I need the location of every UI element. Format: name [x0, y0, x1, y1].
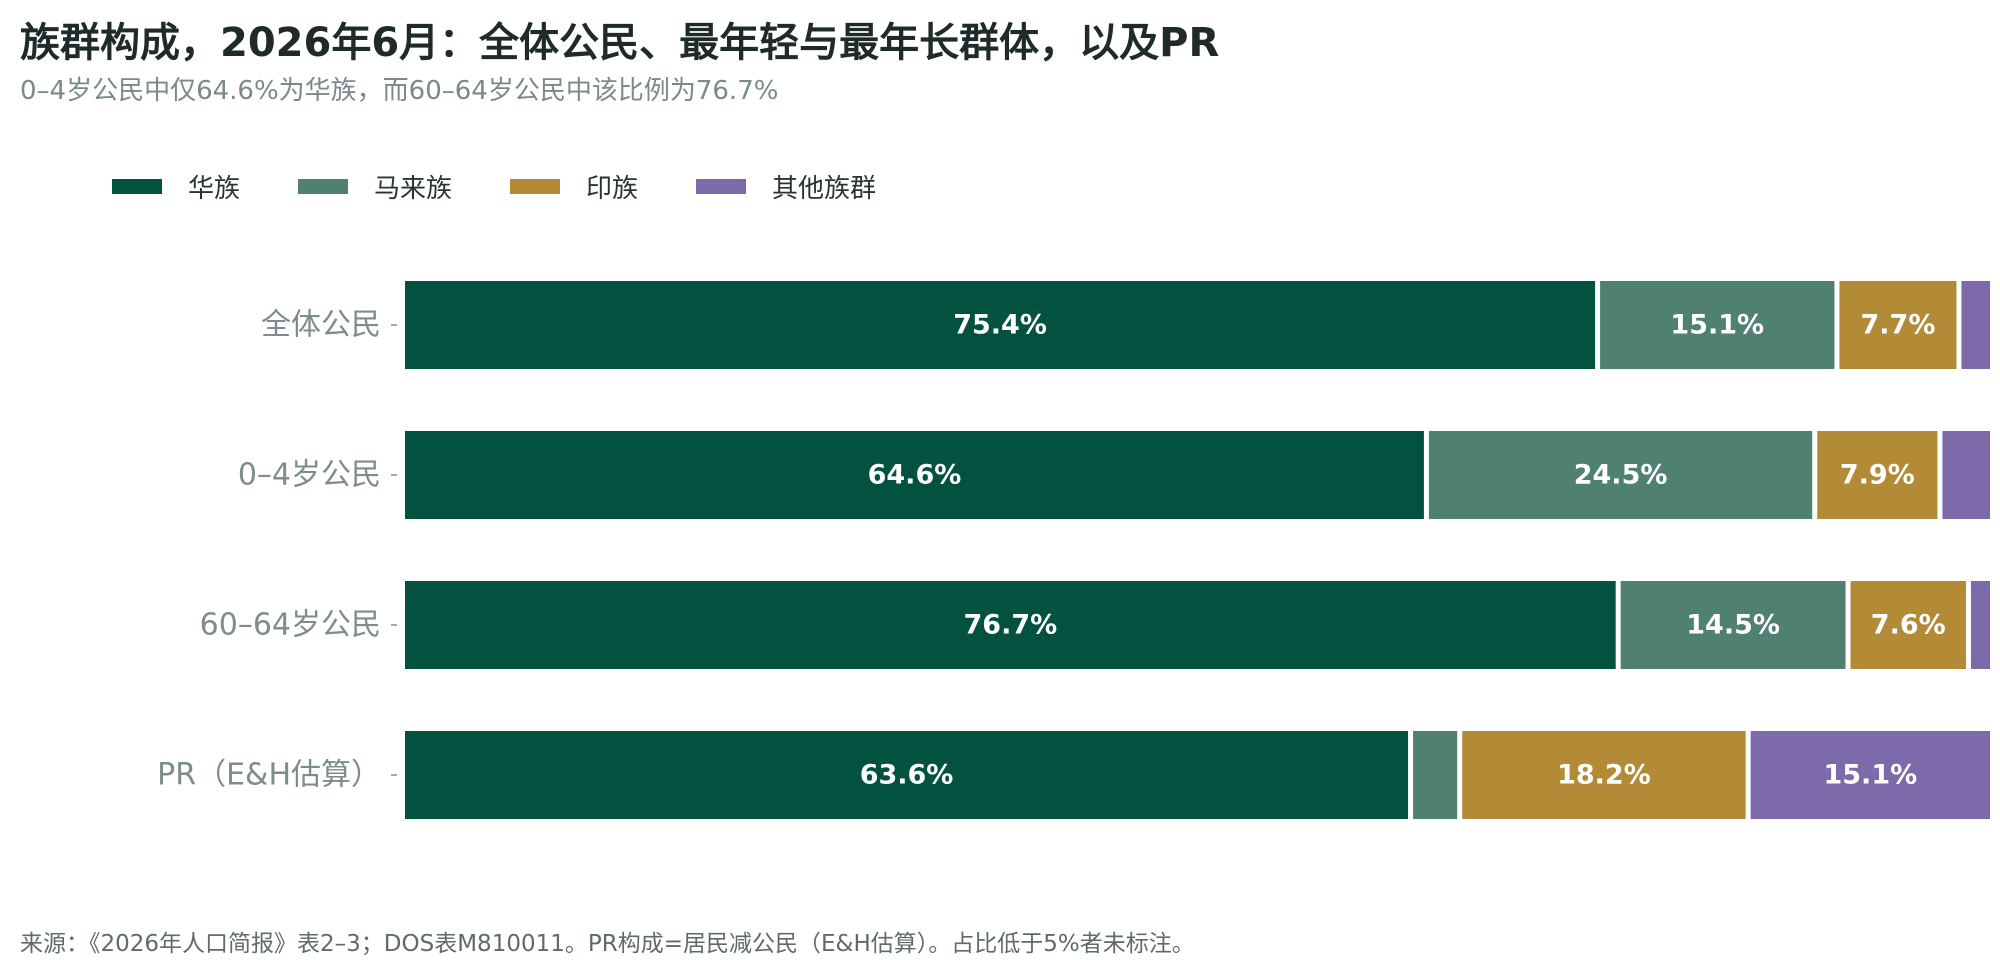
legend-item-indian: 印族	[510, 168, 638, 205]
legend-swatch-indian	[510, 179, 561, 194]
data-label: 24.5%	[1574, 460, 1668, 491]
legend-swatch-chinese	[112, 179, 162, 194]
bar-segment	[1750, 731, 1990, 819]
bar-segment	[1462, 731, 1746, 819]
legend-label-others: 其他族群	[772, 174, 877, 204]
data-label: 7.9%	[1840, 460, 1915, 491]
data-label: 7.7%	[1861, 310, 1936, 341]
chart-title: 族群构成，2026年6月：全体公民、最年轻与最年长群体，以及PR	[20, 20, 1220, 66]
bar-segment	[405, 431, 1424, 519]
data-label: 18.2%	[1557, 760, 1651, 791]
bar-segment	[1428, 431, 1813, 519]
bar-segment	[1413, 731, 1458, 819]
source-footnote: 来源：《2026年人口简报》表2–3；DOS表M810011。PR构成=居民减公…	[20, 931, 1195, 957]
data-label: 64.6%	[868, 460, 962, 491]
bar-segment	[1961, 281, 1990, 369]
data-label: 14.5%	[1686, 610, 1780, 641]
data-label: 15.1%	[1670, 310, 1764, 341]
category-label: 0–4岁公民	[238, 458, 381, 493]
data-label: 63.6%	[860, 760, 954, 791]
bar-segment	[405, 281, 1596, 369]
legend-label-indian: 印族	[586, 174, 639, 204]
bar-segment	[1620, 581, 1846, 669]
bar-segment	[1600, 281, 1835, 369]
legend-item-chinese: 华族	[112, 168, 240, 205]
legend-label-malay: 马来族	[374, 174, 453, 204]
category-label: PR（E&H估算）	[157, 758, 381, 793]
data-label: 75.4%	[953, 310, 1047, 341]
legend-item-others: 其他族群	[696, 168, 876, 205]
bar-segment	[1942, 431, 1990, 519]
bar-segment	[405, 581, 1616, 669]
legend: 华族 马来族 印族 其他族群	[112, 168, 934, 205]
bar-segment	[405, 731, 1409, 819]
category-label: 全体公民	[261, 308, 381, 343]
data-label: 15.1%	[1823, 760, 1917, 791]
legend-swatch-malay	[298, 179, 349, 194]
data-label: 7.6%	[1871, 610, 1946, 641]
bar-segment	[1970, 581, 1990, 669]
bar-segment	[1850, 581, 1966, 669]
data-label: 76.7%	[964, 610, 1058, 641]
legend-item-malay: 马来族	[298, 168, 452, 205]
category-label: 60–64岁公民	[200, 608, 381, 643]
bar-segment	[1817, 431, 1938, 519]
chart-subtitle: 0–4岁公民中仅64.6%为华族，而60–64岁公民中该比例为76.7%	[20, 76, 779, 106]
bar-segment	[1839, 281, 1957, 369]
legend-label-chinese: 华族	[188, 174, 241, 204]
legend-swatch-others	[696, 179, 747, 194]
